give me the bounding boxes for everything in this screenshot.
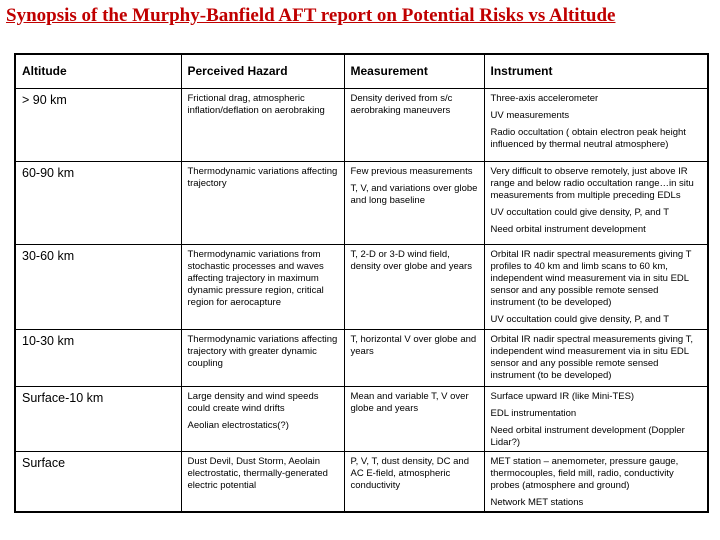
- cell-paragraph: Density derived from s/c aerobraking man…: [350, 92, 453, 116]
- column-header-measurement: Measurement: [343, 53, 485, 89]
- cell-instrument: Orbital IR nadir spectral measurements g…: [483, 243, 709, 330]
- table-row: Surface-10 km Large density and wind spe…: [14, 385, 709, 452]
- cell-hazard: Dust Devil, Dust Storm, Aeolain electros…: [180, 450, 345, 512]
- column-header-perceived-hazard: Perceived Hazard: [180, 53, 345, 89]
- cell-instrument: Orbital IR nadir spectral measurements g…: [483, 328, 709, 387]
- cell-hazard: Thermodynamic variations affecting traje…: [180, 160, 345, 245]
- cell-paragraph: Thermodynamic variations affecting traje…: [187, 333, 338, 369]
- cell-paragraph: UV occultation could give density, P, an…: [490, 313, 670, 325]
- cell-hazard: Thermodynamic variations from stochastic…: [180, 243, 345, 330]
- cell-measurement: Few previous measurements T, V, and vari…: [343, 160, 485, 245]
- cell-instrument: Three-axis accelerometer UV measurements…: [483, 87, 709, 162]
- cell-altitude: Surface: [14, 450, 182, 512]
- cell-paragraph: Thermodynamic variations from stochastic…: [187, 248, 324, 308]
- cell-paragraph: T, V, and variations over globe and long…: [350, 182, 478, 206]
- cell-altitude: > 90 km: [14, 87, 182, 162]
- cell-paragraph: MET station – anemometer, pressure gauge…: [490, 455, 679, 491]
- cell-paragraph: Need orbital instrument development: [490, 223, 646, 235]
- cell-instrument: MET station – anemometer, pressure gauge…: [483, 450, 709, 512]
- cell-paragraph: Surface upward IR (like Mini-TES): [490, 390, 635, 402]
- cell-measurement: T, 2-D or 3-D wind field, density over g…: [343, 243, 485, 330]
- cell-paragraph: Large density and wind speeds could crea…: [187, 390, 319, 414]
- cell-hazard: Large density and wind speeds could crea…: [180, 385, 345, 452]
- cell-paragraph: Orbital IR nadir spectral measurements g…: [490, 333, 694, 381]
- table-row: Surface Dust Devil, Dust Storm, Aeolain …: [14, 450, 709, 512]
- cell-paragraph: Three-axis accelerometer: [490, 92, 599, 104]
- cell-paragraph: Radio occultation ( obtain electron peak…: [490, 126, 686, 150]
- cell-measurement: P, V, T, dust density, DC and AC E-field…: [343, 450, 485, 512]
- cell-paragraph: UV occultation could give density, P, an…: [490, 206, 670, 218]
- cell-paragraph: Network MET stations: [490, 496, 584, 508]
- cell-paragraph: Thermodynamic variations affecting traje…: [187, 165, 338, 189]
- cell-paragraph: Very difficult to observe remotely, just…: [490, 165, 694, 201]
- cell-paragraph: P, V, T, dust density, DC and AC E-field…: [350, 455, 469, 491]
- column-header-instrument: Instrument: [483, 53, 709, 89]
- cell-paragraph: T, horizontal V over globe and years: [350, 333, 477, 357]
- table-row: > 90 km Frictional drag, atmospheric inf…: [14, 87, 709, 162]
- cell-paragraph: UV measurements: [490, 109, 570, 121]
- column-header-altitude: Altitude: [14, 53, 182, 89]
- cell-measurement: Density derived from s/c aerobraking man…: [343, 87, 485, 162]
- cell-altitude: Surface-10 km: [14, 385, 182, 452]
- table-row: 30-60 km Thermodynamic variations from s…: [14, 243, 709, 330]
- table-header-row: Altitude Perceived Hazard Measurement In…: [14, 53, 709, 89]
- cell-altitude: 10-30 km: [14, 328, 182, 387]
- cell-paragraph: Few previous measurements: [350, 165, 473, 177]
- risks-table: Altitude Perceived Hazard Measurement In…: [14, 53, 709, 513]
- cell-altitude: 30-60 km: [14, 243, 182, 330]
- cell-paragraph: Orbital IR nadir spectral measurements g…: [490, 248, 692, 308]
- cell-paragraph: Need orbital instrument development (Dop…: [490, 424, 685, 448]
- table-row: 60-90 km Thermodynamic variations affect…: [14, 160, 709, 245]
- cell-measurement: T, horizontal V over globe and years: [343, 328, 485, 387]
- cell-hazard: Frictional drag, atmospheric inflation/d…: [180, 87, 345, 162]
- slide-title: Synopsis of the Murphy-Banfield AFT repo…: [6, 5, 616, 26]
- cell-instrument: Very difficult to observe remotely, just…: [483, 160, 709, 245]
- cell-hazard: Thermodynamic variations affecting traje…: [180, 328, 345, 387]
- cell-paragraph: Dust Devil, Dust Storm, Aeolain electros…: [187, 455, 328, 491]
- cell-paragraph: T, 2-D or 3-D wind field, density over g…: [350, 248, 472, 272]
- cell-paragraph: Aeolian electrostatics(?): [187, 419, 289, 431]
- cell-altitude: 60-90 km: [14, 160, 182, 245]
- cell-paragraph: EDL instrumentation: [490, 407, 577, 419]
- cell-measurement: Mean and variable T, V over globe and ye…: [343, 385, 485, 452]
- cell-paragraph: Mean and variable T, V over globe and ye…: [350, 390, 469, 414]
- cell-paragraph: Frictional drag, atmospheric inflation/d…: [187, 92, 325, 116]
- table-row: 10-30 km Thermodynamic variations affect…: [14, 328, 709, 387]
- cell-instrument: Surface upward IR (like Mini-TES) EDL in…: [483, 385, 709, 452]
